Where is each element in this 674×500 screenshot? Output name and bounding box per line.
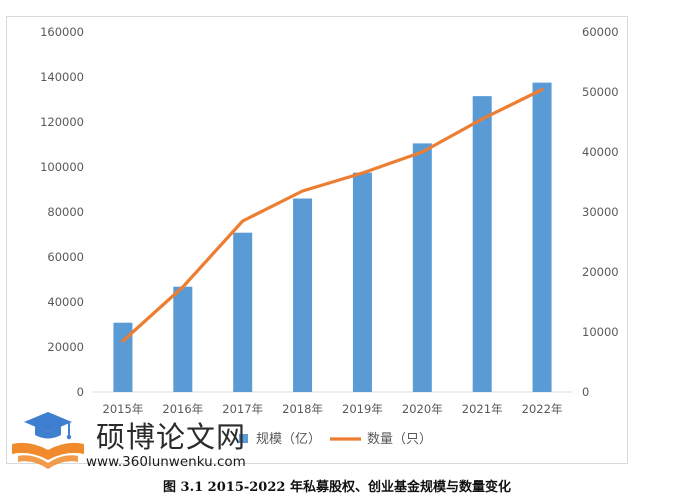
bar-2019年 [352, 172, 372, 392]
legend-label-line: 数量（只） [367, 432, 432, 447]
y-left-tick-label: 80000 [47, 205, 84, 219]
bar-2017年 [233, 232, 253, 392]
legend-swatch-bar [239, 434, 248, 443]
x-tick-label: 2021年 [462, 402, 503, 416]
watermark-title: 硕博论文网 [96, 420, 247, 454]
graduation-book-logo-icon [12, 412, 84, 469]
y-right-axis: 0 10000 20000 30000 40000 50000 60000 [582, 25, 619, 399]
bar-2021年 [472, 96, 492, 392]
y-right-tick-label: 60000 [582, 25, 619, 39]
y-right-tick-label: 30000 [582, 205, 619, 219]
bar-2018年 [293, 198, 313, 392]
y-right-tick-label: 0 [582, 385, 589, 399]
y-left-tick-label: 20000 [47, 340, 84, 354]
legend: 规模（亿） 数量（只） [239, 432, 432, 447]
y-left-tick-label: 140000 [40, 70, 84, 84]
bar-2020年 [412, 143, 432, 392]
x-tick-label: 2020年 [402, 402, 443, 416]
y-right-tick-label: 50000 [582, 85, 619, 99]
y-left-tick-label: 100000 [40, 160, 84, 174]
x-tick-label: 2016年 [162, 402, 203, 416]
bar-series [113, 82, 552, 392]
y-left-axis: 0 20000 40000 60000 80000 100000 120000 140000 1… [40, 25, 84, 399]
y-left-tick-label: 40000 [47, 295, 84, 309]
x-tick-label: 2022年 [522, 402, 563, 416]
y-left-tick-label: 120000 [40, 115, 84, 129]
y-right-tick-label: 10000 [582, 325, 619, 339]
watermark: 硕博论文网 www.360lunwenku.com [8, 408, 288, 474]
figure-caption: 图 3.1 2015-2022 年私募股权、创业基金规模与数量变化 [163, 480, 511, 495]
y-left-tick-label: 160000 [40, 25, 84, 39]
y-left-tick-label: 0 [77, 385, 84, 399]
watermark-url: www.360lunwenku.com [86, 454, 246, 470]
bar-2022年 [532, 82, 552, 392]
x-tick-label: 2018年 [282, 402, 323, 416]
line-series-count [121, 87, 544, 343]
x-tick-label: 2019年 [342, 402, 383, 416]
bar-2016年 [173, 286, 193, 392]
y-left-tick-label: 60000 [47, 250, 84, 264]
chart-frame [6, 16, 628, 464]
y-right-tick-label: 40000 [582, 145, 619, 159]
legend-label-bar: 规模（亿） [256, 432, 321, 447]
x-tick-label: 2017年 [222, 402, 263, 416]
y-right-tick-label: 20000 [582, 265, 619, 279]
x-axis: 2015年 2016年 2017年 2018年 2019年 2020年 2021年 2022年 [103, 402, 563, 416]
x-tick-label: 2015年 [103, 402, 144, 416]
bar-2015年 [113, 322, 133, 392]
